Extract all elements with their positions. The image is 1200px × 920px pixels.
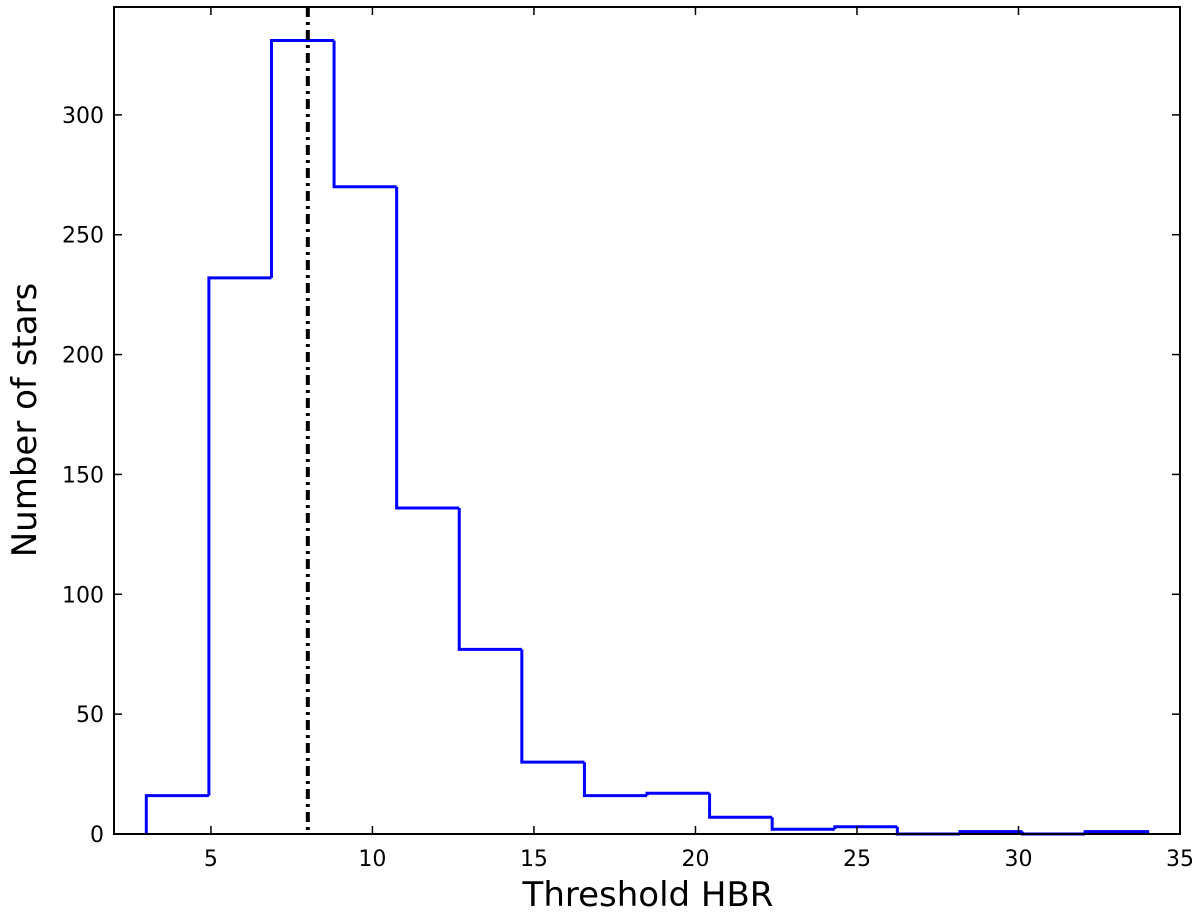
histogram-bin — [1083, 830, 1150, 834]
histogram-bin — [332, 40, 397, 189]
x-tick-label: 25 — [843, 847, 871, 872]
y-axis-label: Number of stars — [5, 283, 45, 558]
histogram-bin — [395, 186, 460, 510]
x-tick-label: 30 — [1004, 847, 1032, 872]
y-tick-label: 250 — [62, 224, 104, 249]
y-tick-label: 200 — [62, 344, 104, 369]
histogram-bin — [833, 825, 898, 830]
y-tick-label: 300 — [62, 104, 104, 129]
plot-frame — [113, 6, 1181, 835]
histogram-bin — [520, 649, 585, 764]
x-tick-label: 35 — [1166, 847, 1194, 872]
y-tick-label: 50 — [76, 703, 104, 728]
x-tick-label: 10 — [358, 847, 386, 872]
histogram-bin — [645, 791, 710, 796]
histogram-bin — [770, 817, 835, 831]
y-tick-label: 100 — [62, 583, 104, 608]
x-tick-label: 5 — [204, 847, 218, 872]
x-tick-label: 15 — [520, 847, 548, 872]
histogram-bin — [895, 826, 960, 836]
histogram-bin — [582, 762, 647, 798]
histogram-bin — [144, 794, 209, 834]
y-tick-label: 150 — [62, 463, 104, 488]
histogram-bin — [269, 39, 335, 278]
histogram-bin — [207, 276, 272, 796]
histogram-bin — [708, 793, 773, 819]
x-axis-label: Threshold HBR — [522, 875, 774, 915]
x-tick-label: 20 — [681, 847, 709, 872]
histogram-bin — [457, 507, 522, 651]
y-tick-label: 0 — [90, 823, 104, 848]
